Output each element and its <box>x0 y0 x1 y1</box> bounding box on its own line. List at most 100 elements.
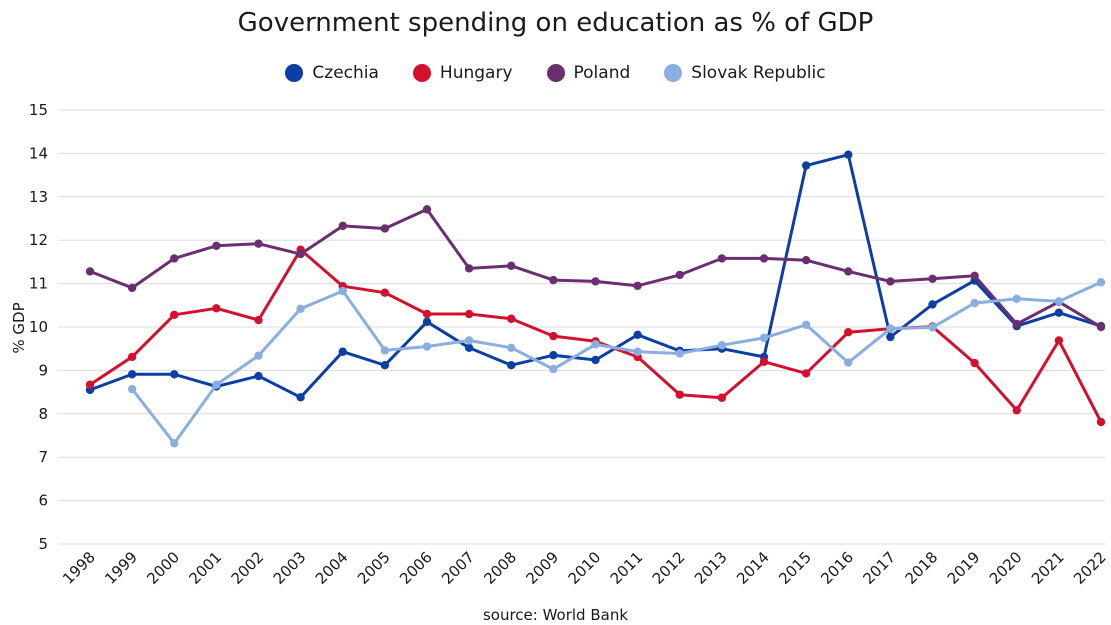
data-point-slovak-republic <box>759 333 769 343</box>
data-point-slovak-republic <box>591 340 600 349</box>
data-point-slovak-republic <box>127 384 137 394</box>
data-point-czechia <box>127 370 137 379</box>
data-point-slovak-republic <box>970 298 979 308</box>
data-point-poland <box>844 267 853 276</box>
x-tick-label: 2001 <box>185 548 225 588</box>
data-point-hungary <box>675 390 684 399</box>
legend-item: Czechia <box>285 63 379 83</box>
x-tick-label: 2022 <box>1070 548 1110 588</box>
legend-item: Hungary <box>412 63 513 83</box>
data-point-czechia <box>422 317 432 326</box>
legend-swatch <box>664 64 683 82</box>
series-lines <box>85 150 1106 448</box>
y-tick-label: 6 <box>38 492 48 510</box>
x-tick-label: 1998 <box>59 548 99 588</box>
data-point-czechia <box>1054 308 1064 317</box>
data-point-poland <box>422 205 432 214</box>
data-point-hungary <box>464 309 474 319</box>
data-point-slovak-republic <box>928 323 937 332</box>
data-point-slovak-republic <box>1054 297 1064 306</box>
data-point-slovak-republic <box>1012 294 1021 303</box>
data-point-poland <box>212 241 221 251</box>
x-tick-label: 2017 <box>859 548 899 588</box>
x-tick-label: 2012 <box>649 548 689 588</box>
x-tick-label: 2002 <box>228 548 268 588</box>
data-point-hungary <box>212 304 221 313</box>
series-line-poland <box>88 207 1103 329</box>
y-tick-label: 15 <box>29 101 48 119</box>
data-point-poland <box>85 267 95 276</box>
series-poland <box>85 205 1106 332</box>
data-point-hungary <box>801 369 811 378</box>
legend-swatch <box>546 64 565 82</box>
x-tick-label: 1999 <box>101 548 141 588</box>
data-point-poland <box>970 271 979 280</box>
series-czechia <box>85 150 1106 402</box>
x-tick-label: 2018 <box>902 548 942 588</box>
y-tick-label: 8 <box>38 405 48 423</box>
series-line-slovak-republic <box>130 280 1103 445</box>
data-point-poland <box>591 277 600 286</box>
data-point-czechia <box>844 150 853 159</box>
data-point-slovak-republic <box>254 351 263 360</box>
x-tick-label: 2003 <box>270 548 310 588</box>
data-point-hungary <box>717 393 727 402</box>
data-point-poland <box>296 249 305 259</box>
data-point-poland <box>886 277 895 286</box>
data-point-slovak-republic <box>675 349 684 358</box>
legend: Czechia Hungary Poland Slovak Republic <box>0 63 1111 83</box>
x-tick-label: 2008 <box>480 548 520 588</box>
data-point-poland <box>633 281 642 290</box>
legend-label: Czechia <box>312 63 379 83</box>
data-point-poland <box>801 255 811 265</box>
data-point-slovak-republic <box>801 320 811 330</box>
data-point-slovak-republic <box>380 346 390 355</box>
data-point-hungary <box>254 315 263 325</box>
x-tick-label: 2013 <box>691 548 731 588</box>
data-point-hungary <box>85 380 95 389</box>
y-axis: 5 6 7 8 9 10 11 12 13 14 15 <box>29 101 48 553</box>
data-point-czechia <box>338 347 347 356</box>
data-point-slovak-republic <box>296 304 305 313</box>
legend-item: Poland <box>546 63 630 83</box>
data-point-poland <box>1096 322 1106 332</box>
y-tick-label: 10 <box>29 318 48 336</box>
y-tick-label: 11 <box>29 275 48 293</box>
data-point-poland <box>254 239 263 248</box>
data-point-poland <box>170 254 179 263</box>
data-point-hungary <box>422 309 432 319</box>
series-hungary <box>85 245 1106 427</box>
data-point-poland <box>549 275 558 285</box>
y-tick-label: 12 <box>29 231 48 249</box>
data-point-slovak-republic <box>170 439 179 448</box>
legend-item: Slovak Republic <box>664 63 826 83</box>
data-point-czechia <box>254 371 263 381</box>
data-point-hungary <box>970 358 979 368</box>
data-point-poland <box>380 224 390 233</box>
x-tick-label: 2019 <box>944 548 984 588</box>
y-tick-label: 13 <box>29 188 48 206</box>
x-tick-label: 2021 <box>1028 548 1068 588</box>
data-point-hungary <box>127 352 137 362</box>
data-point-slovak-republic <box>549 364 558 374</box>
data-point-hungary <box>844 328 853 337</box>
data-point-hungary <box>380 288 390 297</box>
data-point-czechia <box>591 355 600 365</box>
data-point-poland <box>759 254 769 263</box>
data-point-czechia <box>928 300 937 309</box>
data-point-czechia <box>549 351 558 360</box>
x-tick-label: 2009 <box>522 548 562 588</box>
chart-title: Government spending on education as % of… <box>237 8 874 38</box>
data-point-czechia <box>380 360 390 370</box>
data-point-slovak-republic <box>717 341 727 350</box>
data-point-czechia <box>464 343 474 353</box>
data-point-hungary <box>1012 406 1021 415</box>
legend-label: Hungary <box>439 63 513 83</box>
data-point-slovak-republic <box>507 343 516 353</box>
x-tick-label: 2005 <box>354 548 394 588</box>
y-tick-label: 5 <box>38 535 48 553</box>
x-tick-label: 2020 <box>986 548 1026 588</box>
data-point-czechia <box>170 370 179 379</box>
data-point-slovak-republic <box>844 358 853 367</box>
